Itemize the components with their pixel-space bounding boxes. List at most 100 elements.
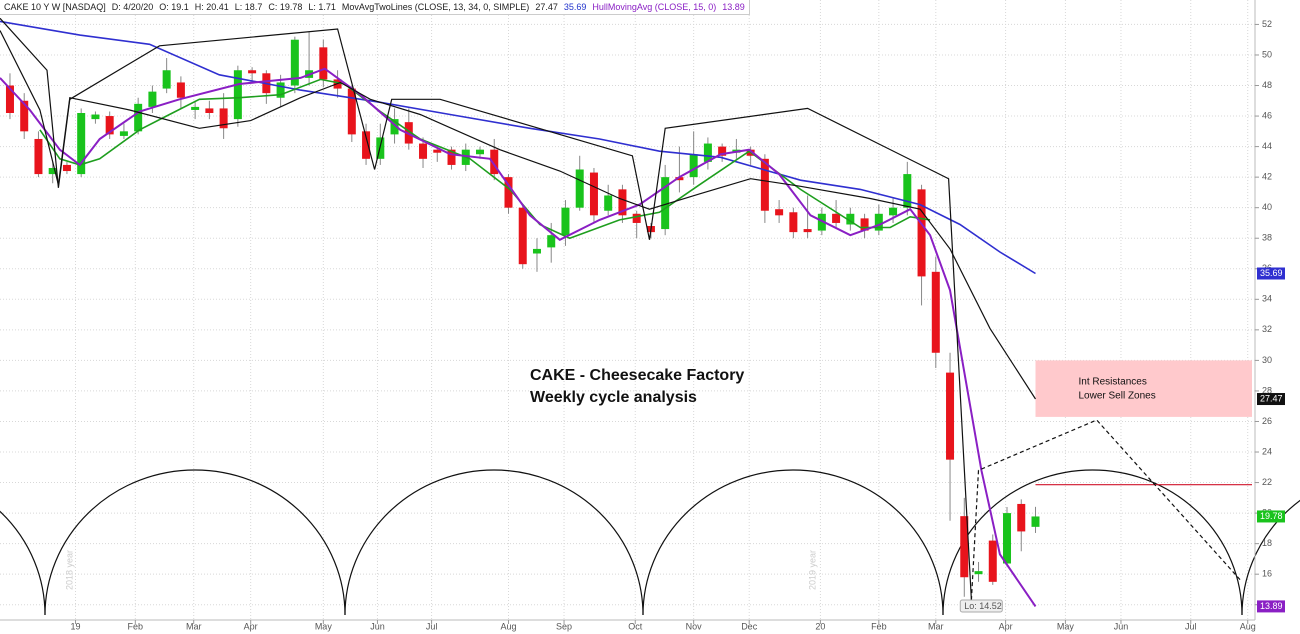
- y-tick-label: 40: [1262, 202, 1272, 212]
- candle-body: [176, 82, 185, 98]
- candle-body: [518, 207, 527, 265]
- x-tick-label: 19: [70, 621, 80, 631]
- price-tag: [1257, 393, 1285, 406]
- candle-body: [476, 149, 485, 155]
- header-item: H: 20.41: [194, 2, 229, 12]
- indicator-line: [0, 30, 1037, 400]
- candle-body: [675, 177, 684, 181]
- y-tick-label: 18: [1262, 538, 1272, 548]
- y-tick-label: 16: [1262, 569, 1272, 579]
- price-tag-label: 19.78: [1260, 511, 1283, 521]
- candle-body: [504, 177, 513, 208]
- candle-body: [718, 146, 727, 156]
- y-tick-label: 42: [1262, 172, 1272, 182]
- candle-body: [575, 169, 584, 208]
- candle-body: [561, 207, 570, 236]
- x-tick-label: May: [315, 621, 333, 631]
- candle-body: [974, 571, 983, 575]
- y-tick-label: 52: [1262, 19, 1272, 29]
- price-tag-label: 27.47: [1260, 393, 1283, 403]
- x-tick-label: Apr: [244, 621, 258, 631]
- candle-body: [319, 47, 328, 80]
- zone-label: Lower Sell Zones: [1078, 390, 1155, 401]
- candle-body: [20, 100, 29, 132]
- candle-body: [832, 213, 841, 223]
- y-tick-label: 28: [1262, 385, 1272, 395]
- cycle-arc: [44, 469, 346, 616]
- candle-body: [618, 189, 627, 216]
- candle-body: [604, 195, 613, 211]
- candle-body: [1017, 503, 1026, 532]
- candle-body: [134, 103, 143, 132]
- candle-body: [1031, 516, 1040, 527]
- x-tick-label: Feb: [128, 621, 144, 631]
- x-tick-label: Aug: [500, 621, 516, 631]
- candle-body: [490, 149, 499, 175]
- x-tick-label: 20: [815, 621, 825, 631]
- candle-body: [632, 213, 641, 223]
- x-tick-label: Jul: [426, 621, 438, 631]
- cycle-arcs: [0, 469, 1300, 616]
- indicator-line: [0, 20, 1036, 275]
- zone-label: Int Resistances: [1078, 376, 1146, 387]
- y-tick-label: 34: [1262, 294, 1272, 304]
- candle-body: [276, 82, 285, 98]
- candle-body: [874, 213, 883, 231]
- x-tick-label: Apr: [999, 621, 1013, 631]
- year-label: 2018 year: [64, 550, 74, 590]
- price-tag-label: 13.89: [1260, 601, 1283, 611]
- candle-body: [290, 39, 299, 86]
- annotation: Weekly cycle analysis: [530, 389, 697, 406]
- header-item: CAKE 10 Y W [NASDAQ]: [4, 2, 106, 12]
- header-item: L: 18.7: [234, 2, 263, 12]
- x-tick-label: Nov: [686, 621, 703, 631]
- indicator-line: [39, 78, 931, 240]
- candle-body: [1003, 513, 1012, 564]
- candle-body: [347, 88, 356, 135]
- y-tick-label: 30: [1262, 355, 1272, 365]
- candle-body: [860, 218, 869, 231]
- x-tick-label: Mar: [186, 621, 202, 631]
- candle-body: [931, 271, 940, 353]
- header-bar: CAKE 10 Y W [NASDAQ] D: 4/20/20 O: 19.1 H: …: [0, 0, 750, 15]
- y-tick-label: 26: [1262, 416, 1272, 426]
- candle-body: [903, 174, 912, 208]
- price-tag: [1257, 600, 1285, 613]
- candle-body: [362, 131, 371, 159]
- candle-body: [91, 114, 100, 120]
- cycle-arc: [0, 510, 46, 616]
- candle-body: [661, 177, 670, 230]
- candle-body: [689, 154, 698, 178]
- low-label: Lo: 14.52: [964, 601, 1002, 611]
- candle-body: [889, 207, 898, 216]
- x-tick-label: Oct: [628, 621, 643, 631]
- candle-body: [219, 108, 228, 129]
- x-tick-label: Jul: [1185, 621, 1197, 631]
- low-label-box: [959, 599, 1003, 613]
- candle-body: [846, 213, 855, 225]
- candle-body: [703, 143, 712, 162]
- y-tick-label: 48: [1262, 80, 1272, 90]
- candle-body: [48, 167, 57, 175]
- x-tick-label: Aug: [1240, 621, 1256, 631]
- resistance-zone: [1035, 360, 1252, 417]
- candle-body: [775, 209, 784, 216]
- header-item: L: 1.71: [308, 2, 336, 12]
- price-tag: [1257, 267, 1285, 280]
- price-tag: [1257, 510, 1285, 523]
- candle-body: [248, 70, 257, 74]
- candle-body: [447, 149, 456, 165]
- header-item: O: 19.1: [159, 2, 189, 12]
- indicator-line: [970, 419, 1242, 601]
- candle-body: [404, 122, 413, 144]
- header-item: C: 19.78: [268, 2, 303, 12]
- header-item: MovAvgTwoLines (CLOSE, 13, 34, 0, SIMPLE…: [341, 2, 530, 12]
- cycle-arc: [1241, 499, 1300, 616]
- cycle-arc: [642, 469, 944, 616]
- header-item: 13.89: [722, 2, 745, 12]
- y-tick-label: 46: [1262, 110, 1272, 120]
- candle-body: [233, 70, 242, 120]
- y-tick-label: 32: [1262, 324, 1272, 334]
- candle-body: [589, 172, 598, 216]
